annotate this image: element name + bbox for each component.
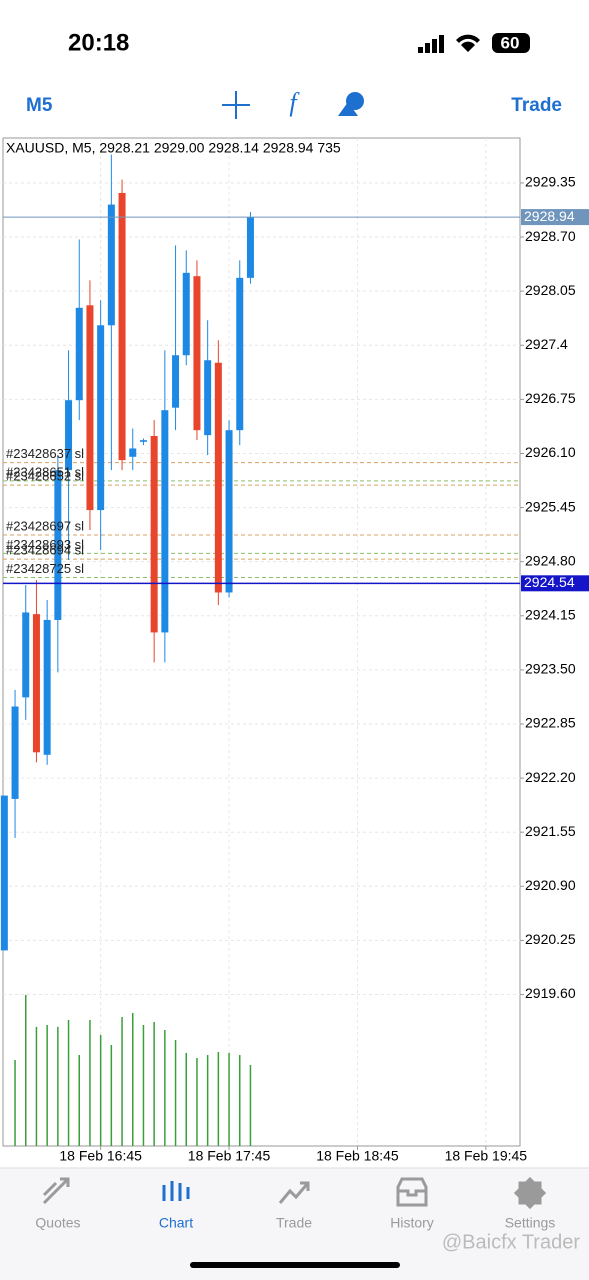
tab-icon[interactable] — [513, 1176, 547, 1210]
tab-label[interactable]: Chart — [159, 1215, 193, 1231]
x-tick-label: 18 Feb 16:45 — [59, 1148, 142, 1164]
candle-body — [139, 440, 147, 442]
order-label: #23428693 sl — [6, 537, 84, 552]
chart-frame — [2, 137, 521, 1147]
indicators-button[interactable]: f — [289, 88, 300, 117]
candle-body — [97, 325, 105, 511]
y-tick-label: 2926.75 — [525, 390, 576, 406]
candle-body — [214, 362, 222, 593]
candle-body — [0, 795, 8, 951]
y-tick-label: 2926.10 — [525, 444, 576, 460]
candle-body — [236, 277, 244, 431]
candle-body — [43, 619, 51, 755]
battery — [492, 33, 530, 53]
candle-body — [65, 400, 73, 471]
y-tick-label: 2928.05 — [525, 282, 576, 298]
price-tag-label: 2928.94 — [524, 208, 575, 224]
order-label: #23428651 sl — [6, 464, 84, 479]
candle-body — [118, 192, 126, 461]
y-tick-label: 2924.80 — [525, 552, 576, 568]
tab-label[interactable]: Settings — [505, 1215, 556, 1231]
candle-body — [172, 355, 180, 408]
price-tag — [521, 575, 589, 592]
y-tick-label: 2919.60 — [525, 985, 576, 1001]
wifi-icon — [456, 34, 480, 52]
candle-body — [11, 706, 19, 799]
order-label: #23428725 sl — [6, 561, 84, 576]
y-tick-label: 2920.90 — [525, 877, 576, 893]
candle-body — [32, 614, 40, 753]
order-label: #23428637 sl — [6, 446, 84, 461]
tab-icon[interactable] — [42, 1177, 70, 1205]
candle-body — [54, 470, 62, 620]
candle-body — [161, 410, 169, 633]
tab-icon[interactable] — [396, 1177, 428, 1207]
tab-icon[interactable] — [162, 1181, 190, 1201]
y-tick-label: 2922.85 — [525, 715, 576, 731]
price-tag-label: 2924.54 — [524, 574, 575, 590]
candle-body — [193, 276, 201, 431]
y-tick-label: 2922.20 — [525, 769, 576, 785]
crosshair-button[interactable] — [222, 91, 250, 119]
y-tick-label: 2928.70 — [525, 228, 576, 244]
candle-body — [22, 612, 30, 698]
candle-body — [107, 204, 115, 326]
tab-label[interactable]: History — [390, 1215, 434, 1231]
y-tick-label: 2920.25 — [525, 931, 576, 947]
chart-header: XAUUSD, M5, 2928.21 2929.00 2928.14 2928… — [6, 140, 341, 156]
order-label: #23428694 sl — [6, 543, 84, 558]
clock: 20:18 — [68, 29, 129, 56]
plot — [0, 138, 524, 1150]
y-tick-label: 2921.55 — [525, 823, 576, 839]
timeframe-button[interactable]: M5 — [26, 95, 53, 116]
candle-body — [150, 435, 158, 633]
candle-body — [225, 430, 233, 593]
x-tick-label: 18 Feb 19:45 — [445, 1148, 528, 1164]
tab-label[interactable]: Trade — [276, 1215, 312, 1231]
tab-label[interactable]: Quotes — [35, 1215, 80, 1231]
y-tick-label: 2929.35 — [525, 174, 576, 190]
tab-bar — [0, 1168, 589, 1280]
y-tick-label: 2927.4 — [525, 336, 568, 352]
candle-body — [182, 272, 190, 356]
signal-icon — [418, 35, 444, 53]
candle-body — [86, 305, 94, 511]
watermark: @Baicfx Trader — [442, 1231, 580, 1253]
candle-body — [75, 307, 83, 401]
candle-body — [129, 448, 137, 457]
x-tick-label: 18 Feb 17:45 — [188, 1148, 271, 1164]
y-tick-label: 2923.50 — [525, 661, 576, 677]
order-label: #23428697 sl — [6, 518, 84, 533]
tabs: Quotes Chart Trade History Settings — [35, 1176, 556, 1231]
order-label: #23428652 sl — [6, 469, 84, 484]
x-tick-label: 18 Feb 18:45 — [316, 1148, 399, 1164]
trade-button[interactable]: Trade — [511, 95, 562, 116]
y-tick-label: 2925.45 — [525, 498, 576, 514]
battery-level: 60 — [501, 33, 520, 52]
y-tick-label: 2924.15 — [525, 606, 576, 622]
home-indicator — [190, 1262, 400, 1268]
candle-body — [246, 217, 254, 278]
objects-button[interactable] — [338, 92, 364, 116]
candle-body — [204, 360, 212, 436]
price-tag — [521, 209, 589, 226]
tab-icon[interactable] — [278, 1181, 310, 1204]
